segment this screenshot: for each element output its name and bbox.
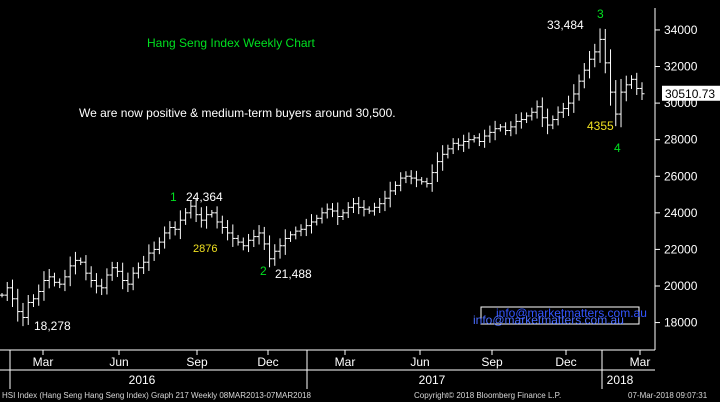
- x-tick-label: Mar: [33, 355, 54, 369]
- x-year-label: 2017: [419, 373, 446, 387]
- footer-timestamp: 07-Mar-2018 09:07:31: [628, 391, 708, 400]
- x-tick-label: Mar: [630, 355, 651, 369]
- annotation-low-2016: 18,278: [34, 319, 71, 333]
- x-axis: Mar Jun Sep Dec Mar Jun Sep Dec Mar 2016 2017 2018: [0, 349, 655, 389]
- chart-title: Hang Seng Index Weekly Chart: [147, 36, 316, 50]
- y-tick-label: 28000: [664, 133, 698, 147]
- chart-note: We are now positive & medium-term buyers…: [79, 106, 396, 120]
- annotation-wave1-label: 1: [170, 190, 177, 204]
- annotation-wave4-retrace: 4355: [587, 119, 614, 133]
- footer-copyright: Copyright© 2018 Bloomberg Finance L.P.: [414, 391, 562, 400]
- y-tick-label: 32000: [664, 60, 698, 74]
- y-tick-label: 20000: [664, 279, 698, 293]
- y-tick-label: 24000: [664, 206, 698, 220]
- price-bars: [0, 28, 645, 327]
- x-tick-label: Mar: [335, 355, 356, 369]
- annotation-wave4-label: 4: [614, 141, 621, 155]
- y-tick-label: 26000: [664, 169, 698, 183]
- annotation-wave2-label: 2: [260, 264, 267, 278]
- watermark-text-back: info@marketmatters.com.au: [496, 306, 647, 320]
- last-price-value: 30510.73: [665, 87, 715, 101]
- x-tick-label: Jun: [109, 355, 128, 369]
- y-tick-label: 18000: [664, 316, 698, 330]
- footer-bar: HSI Index (Hang Seng Hang Seng Index) Gr…: [0, 389, 720, 402]
- x-tick-label: Dec: [257, 355, 278, 369]
- y-tick-label: 34000: [664, 23, 698, 37]
- x-year-label: 2016: [129, 373, 156, 387]
- x-tick-label: Sep: [186, 355, 208, 369]
- annotation-wave1-value: 24,364: [186, 190, 223, 204]
- x-tick-label: Jun: [410, 355, 429, 369]
- last-price-label: 30510.73: [662, 85, 720, 101]
- watermark: info@marketmatters.com.au info@marketmat…: [473, 306, 647, 327]
- footer-security: HSI Index (Hang Seng Hang Seng Index) Gr…: [2, 391, 311, 400]
- y-tick-label: 22000: [664, 242, 698, 256]
- annotation-wave2-value: 21,488: [275, 267, 312, 281]
- annotation-wave3-value: 33,484: [547, 18, 584, 32]
- annotation-wave1-retrace: 2876: [193, 243, 217, 255]
- x-year-label: 2018: [607, 373, 634, 387]
- annotation-wave3-label: 3: [597, 7, 604, 21]
- chart-canvas: 1800020000220002400026000280003000032000…: [0, 7, 720, 389]
- x-tick-label: Dec: [555, 355, 576, 369]
- y-axis: 1800020000220002400026000280003000032000…: [654, 8, 698, 350]
- watermark-text: info@marketmatters.com.au: [473, 313, 624, 327]
- x-tick-label: Sep: [481, 355, 503, 369]
